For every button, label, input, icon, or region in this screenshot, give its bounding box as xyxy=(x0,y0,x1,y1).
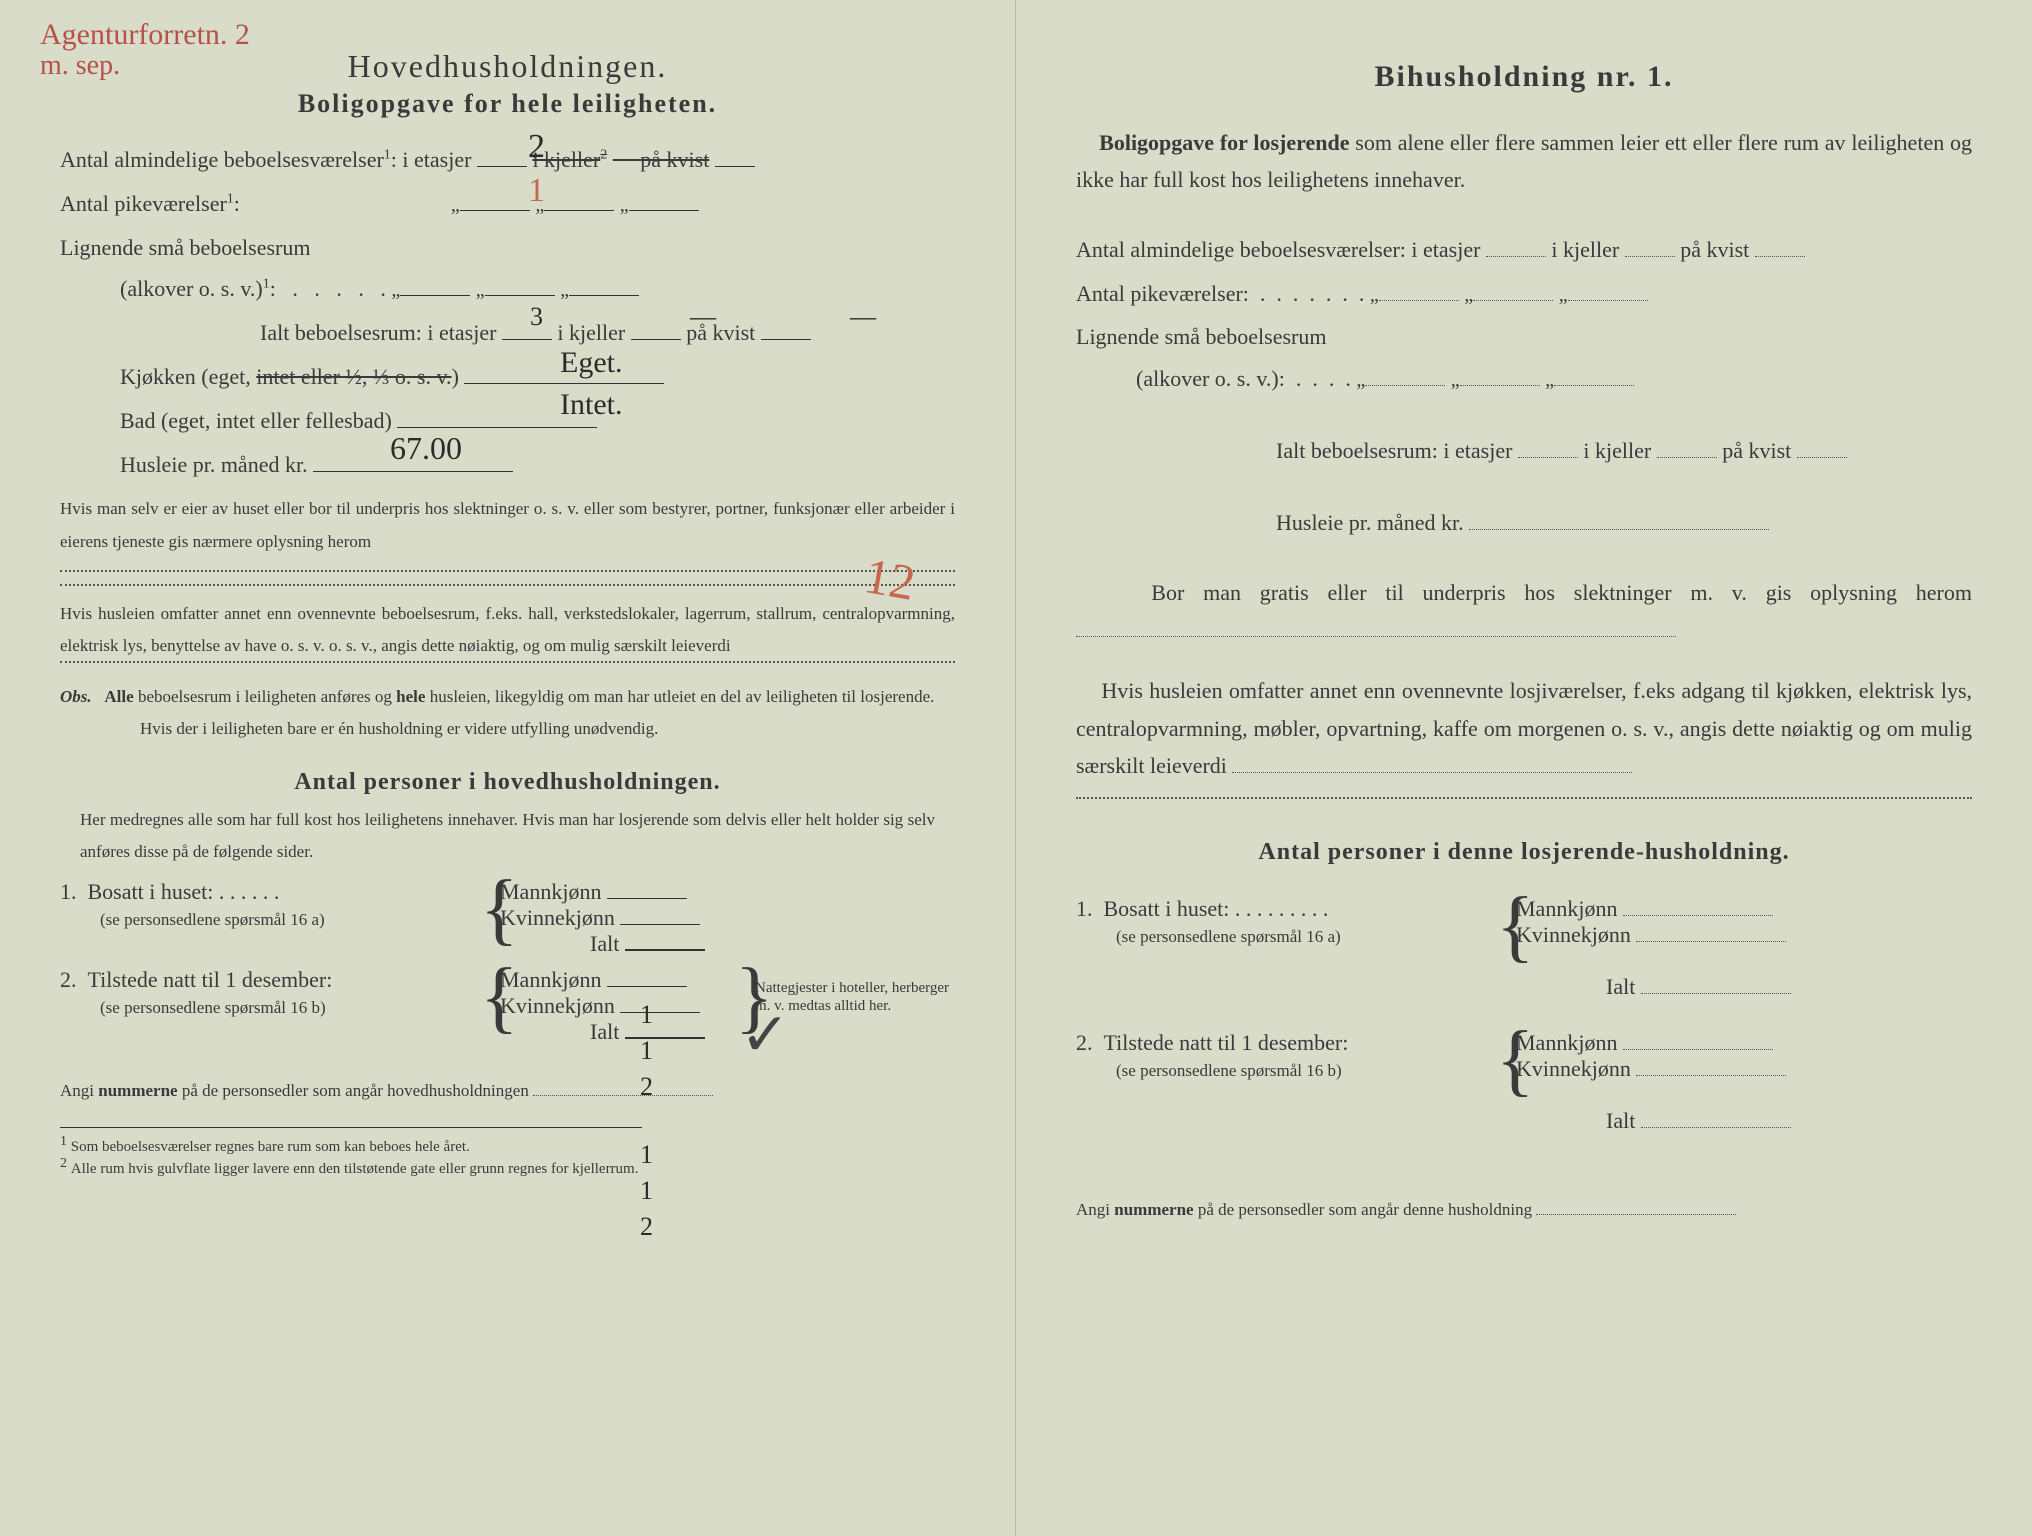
left-line6: Bad (eget, intet eller fellesbad) xyxy=(60,400,955,442)
left-footnotes: 1 Som beboelsesværelser regnes bare rum … xyxy=(60,1127,642,1178)
line1-value: 2 xyxy=(528,128,545,166)
left-line1: Antal almindelige beboelsesværelser1: i … xyxy=(60,139,955,181)
left-obs: Obs. Alle beboelsesrum i leiligheten anf… xyxy=(60,681,955,746)
left-line7: Husleie pr. måned kr. xyxy=(60,444,955,486)
right-section-title: Antal personer i denne losjerende-hushol… xyxy=(1076,839,1972,866)
right-line3: Lignende små beboelsesrum (alkover o. s.… xyxy=(1076,316,1972,400)
right-title: Bihusholdning nr. 1. xyxy=(1076,60,1972,94)
right-lead: Boligopgave for losjerende som alene ell… xyxy=(1076,124,1972,199)
q1-ialt-val: 2 xyxy=(640,1072,653,1102)
left-bottom-line: Angi nummerne på de personsedler som ang… xyxy=(60,1075,955,1107)
left-section-sub: Her medregnes alle som har full kost hos… xyxy=(60,804,955,869)
q1-mann-val: 1 xyxy=(640,1000,653,1030)
left-title: Hovedhusholdningen. xyxy=(60,48,955,85)
right-page: Bihusholdning nr. 1. Boligopgave for los… xyxy=(1016,0,2032,1536)
q1-kvinne-val: 1 xyxy=(640,1036,653,1066)
line5-value: Eget. xyxy=(560,346,622,380)
line4-val-kjeller: — xyxy=(690,302,716,332)
annotation-top-1: Agenturforretn. 2 xyxy=(40,18,250,52)
left-subtitle: Boligopgave for hele leiligheten. xyxy=(60,89,955,119)
line4-val-kvist: — xyxy=(850,302,876,332)
right-para2: Hvis husleien omfatter annet enn ovennev… xyxy=(1076,672,1972,784)
left-line4: Ialt beboelsesrum: i etasjer i kjeller p… xyxy=(60,312,955,354)
right-para1: Bor man gratis eller til underpris hos s… xyxy=(1076,574,1972,649)
right-line2: Antal pikeværelser: . . . . . . . „ „ „ xyxy=(1076,273,1972,315)
right-line1: Antal almindelige beboelsesværelser: i e… xyxy=(1076,229,1972,271)
line2-value: 1 xyxy=(528,172,545,210)
red-mark: 12 xyxy=(860,546,919,612)
left-line3: Lignende små beboelsesrum (alkover o. s.… xyxy=(60,227,955,311)
right-bottom-line: Angi nummerne på de personsedler som ang… xyxy=(1076,1194,1972,1226)
left-line2: Antal pikeværelser1: „ „ „ xyxy=(60,183,955,225)
q2-kvinne-val: 1 xyxy=(640,1176,653,1206)
left-q2-row: 2. Tilstede natt til 1 desember: (se per… xyxy=(60,967,955,1045)
right-line5: Husleie pr. måned kr. xyxy=(1076,502,1972,544)
q2-mann-val: 1 xyxy=(640,1140,653,1170)
left-para1: Hvis man selv er eier av huset eller bor… xyxy=(60,493,955,558)
left-line5: Kjøkken (eget, intet eller ½, ⅓ o. s. v.… xyxy=(60,356,955,398)
q2-ialt-val: 2 xyxy=(640,1212,653,1242)
right-q2-row: 2. Tilstede natt til 1 desember: (se per… xyxy=(1076,1030,1972,1134)
line4-val-etasjer: 3 xyxy=(530,302,543,332)
right-line4: Ialt beboelsesrum: i etasjer i kjeller p… xyxy=(1076,430,1972,472)
left-para2: Hvis husleien omfatter annet enn ovennev… xyxy=(60,598,955,663)
left-page: Agenturforretn. 2 m. sep. Hovedhusholdni… xyxy=(0,0,1016,1536)
left-q1-row: 1. Bosatt i huset: . . . . . . (se perso… xyxy=(60,879,955,957)
line7-value: 67.00 xyxy=(390,430,462,467)
right-q1-row: 1. Bosatt i huset: . . . . . . . . . (se… xyxy=(1076,896,1972,1000)
annotation-top-2: m. sep. xyxy=(40,50,120,82)
line6-value: Intet. xyxy=(560,388,622,422)
left-section-title: Antal personer i hovedhusholdningen. xyxy=(60,769,955,796)
